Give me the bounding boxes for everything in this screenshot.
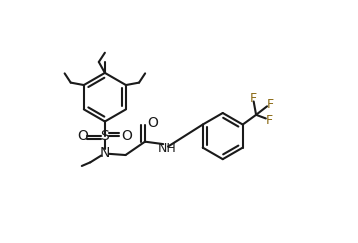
Text: S: S: [101, 129, 109, 143]
Text: F: F: [266, 114, 273, 127]
Text: N: N: [100, 146, 110, 160]
Text: F: F: [267, 98, 274, 111]
Text: O: O: [77, 129, 88, 143]
Text: NH: NH: [158, 142, 177, 155]
Text: O: O: [147, 116, 158, 130]
Text: F: F: [250, 92, 257, 105]
Text: O: O: [121, 129, 132, 143]
